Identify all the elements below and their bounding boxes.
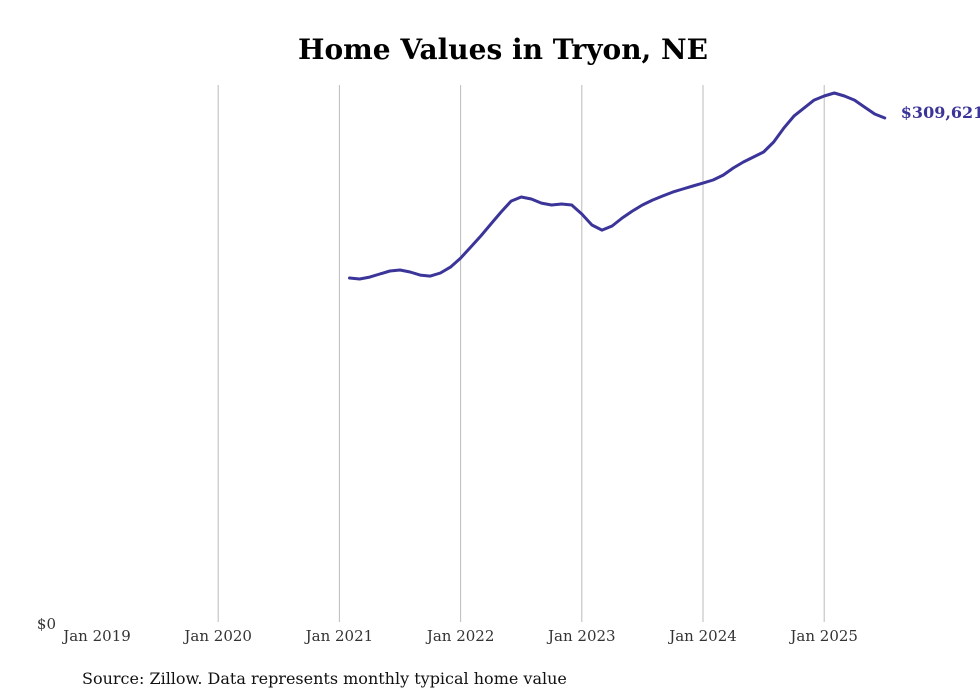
x-tick-label: Jan 2019 [61,627,131,645]
x-tick-label: Jan 2022 [425,627,495,645]
source-note: Source: Zillow. Data represents monthly … [82,669,567,688]
gridlines [217,85,825,622]
x-tick-label: Jan 2021 [304,627,374,645]
x-tick-label: Jan 2025 [788,627,858,645]
series-line [348,91,887,281]
chart-title: Home Values in Tryon, NE [298,33,708,66]
y-tick-label-zero: $0 [37,615,56,633]
end-value-label: $309,621 [901,103,980,122]
x-axis-ticks: Jan 2019 Jan 2020 Jan 2021 Jan 2022 Jan 2023… [61,627,858,645]
x-tick-label: Jan 2020 [182,627,252,645]
x-tick-label: Jan 2024 [667,627,737,645]
x-tick-label: Jan 2023 [546,627,616,645]
